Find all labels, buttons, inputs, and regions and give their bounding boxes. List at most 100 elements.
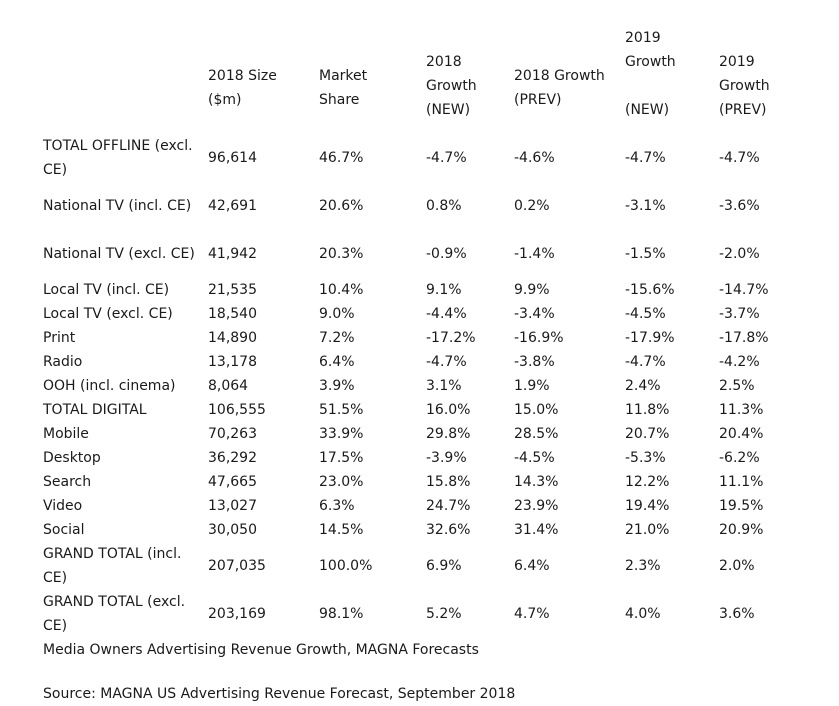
table-row: Video 13,027 6.3% 24.7% 23.9% 19.4% 19.5%: [43, 494, 799, 518]
row-label: National TV (incl. CE): [43, 182, 208, 230]
table-caption: Media Owners Advertising Revenue Growth,…: [43, 642, 479, 658]
share-cell: 7.2%: [319, 330, 355, 346]
growth-2019-new-cell: 20.7%: [625, 426, 670, 442]
growth-2019-new-cell: -17.9%: [625, 330, 675, 346]
growth-2018-prev-cell: 15.0%: [514, 402, 559, 418]
row-label-text: Local TV (incl. CE): [43, 282, 170, 298]
table-row: GRAND TOTAL (incl. CE) 207,035 100.0% 6.9% 6…: [43, 542, 799, 590]
header-line: Growth: [625, 54, 676, 70]
growth-2019-prev-cell: 19.5%: [719, 498, 764, 514]
row-label: Desktop: [43, 446, 208, 470]
growth-2018-new-cell: 15.8%: [426, 474, 471, 490]
growth-2019-new-cell: 21.0%: [625, 522, 670, 538]
row-label: GRAND TOTAL (excl. CE): [43, 590, 208, 638]
source-note: Source: MAGNA US Advertising Revenue For…: [43, 686, 516, 702]
growth-2019-prev-cell: 11.1%: [719, 474, 764, 490]
header-2018-growth-new: 2018 Growth (NEW): [426, 0, 514, 134]
growth-2018-prev-cell: -16.9%: [514, 330, 564, 346]
header-line: Market: [319, 68, 368, 84]
header-line: [625, 74, 719, 98]
table-row: Desktop 36,292 17.5% -3.9% -4.5% -5.3% -6.2%: [43, 446, 799, 470]
growth-2018-new-cell: -17.2%: [426, 330, 476, 346]
table-row: Local TV (excl. CE) 18,540 9.0% -4.4% -3.4% -…: [43, 302, 799, 326]
row-label: OOH (incl. cinema): [43, 374, 208, 398]
table-row: GRAND TOTAL (excl. CE) 203,169 98.1% 5.2% 4.…: [43, 590, 799, 638]
growth-2019-prev-cell: -2.0%: [719, 246, 760, 262]
header-line: (PREV): [514, 92, 562, 108]
size-cell: 14,890: [208, 330, 257, 346]
table-row: Local TV (incl. CE) 21,535 10.4% 9.1% 9.9% -1…: [43, 278, 799, 302]
growth-2018-prev-cell: 23.9%: [514, 498, 559, 514]
size-cell: 36,292: [208, 450, 257, 466]
row-label-text: Video: [43, 498, 83, 514]
size-cell: 18,540: [208, 306, 257, 322]
row-label: Local TV (excl. CE): [43, 302, 208, 326]
row-label-text: OOH (incl. cinema): [43, 378, 176, 394]
growth-2019-new-cell: -4.5%: [625, 306, 666, 322]
header-line: Growth: [719, 78, 770, 94]
revenue-growth-table: 2018 Size ($m) Market Share 2018 Growth …: [43, 0, 799, 638]
size-cell: 8,064: [208, 378, 249, 394]
header-line: 2018: [426, 54, 462, 70]
header-2019-growth-new: 2019 Growth (NEW): [625, 0, 719, 134]
row-label-text: Print: [43, 330, 76, 346]
growth-2018-new-cell: 29.8%: [426, 426, 471, 442]
row-label-text: Search: [43, 474, 92, 490]
growth-2019-new-cell: -4.7%: [625, 150, 666, 166]
growth-2019-prev-cell: -4.2%: [719, 354, 760, 370]
header-line: 2018 Growth: [514, 68, 605, 84]
growth-2019-new-cell: 11.8%: [625, 402, 670, 418]
header-2018-growth-prev: 2018 Growth (PREV): [514, 0, 625, 134]
row-label-text: Mobile: [43, 426, 89, 442]
growth-2019-prev-cell: 2.0%: [719, 558, 755, 574]
table-row: Social 30,050 14.5% 32.6% 31.4% 21.0% 20.9%: [43, 518, 799, 542]
share-cell: 33.9%: [319, 426, 364, 442]
growth-2018-prev-cell: -1.4%: [514, 246, 555, 262]
size-cell: 42,691: [208, 198, 257, 214]
growth-2019-new-cell: 4.0%: [625, 606, 661, 622]
header-line: Growth: [426, 78, 477, 94]
share-cell: 10.4%: [319, 282, 364, 298]
growth-2019-new-cell: 2.3%: [625, 558, 661, 574]
growth-2019-prev-cell: 20.4%: [719, 426, 764, 442]
row-label-text: Local TV (excl. CE): [43, 306, 173, 322]
row-label-text: GRAND TOTAL (excl. CE): [43, 594, 186, 634]
growth-2019-new-cell: -3.1%: [625, 198, 666, 214]
growth-2018-new-cell: 24.7%: [426, 498, 471, 514]
size-cell: 96,614: [208, 150, 257, 166]
growth-2018-prev-cell: -3.4%: [514, 306, 555, 322]
growth-2018-new-cell: -4.7%: [426, 354, 467, 370]
growth-2018-prev-cell: 31.4%: [514, 522, 559, 538]
growth-2019-prev-cell: 20.9%: [719, 522, 764, 538]
growth-2018-new-cell: 6.9%: [426, 558, 462, 574]
size-cell: 13,178: [208, 354, 257, 370]
header-line: (PREV): [719, 102, 767, 118]
row-label-text: Social: [43, 522, 85, 538]
header-line: 2019: [625, 30, 661, 46]
row-label: National TV (excl. CE): [43, 230, 208, 278]
growth-2018-new-cell: -0.9%: [426, 246, 467, 262]
share-cell: 6.4%: [319, 354, 355, 370]
share-cell: 20.6%: [319, 198, 364, 214]
growth-2018-new-cell: 32.6%: [426, 522, 471, 538]
size-cell: 41,942: [208, 246, 257, 262]
growth-2019-prev-cell: 3.6%: [719, 606, 755, 622]
growth-2018-new-cell: 5.2%: [426, 606, 462, 622]
growth-2019-new-cell: -15.6%: [625, 282, 675, 298]
growth-2019-prev-cell: -3.7%: [719, 306, 760, 322]
row-label: TOTAL OFFLINE (excl. CE): [43, 134, 208, 182]
growth-2018-new-cell: 0.8%: [426, 198, 462, 214]
share-cell: 17.5%: [319, 450, 364, 466]
size-cell: 207,035: [208, 558, 266, 574]
growth-2019-new-cell: 2.4%: [625, 378, 661, 394]
table-row: National TV (incl. CE) 42,691 20.6% 0.8% 0.2…: [43, 182, 799, 230]
share-cell: 100.0%: [319, 558, 373, 574]
growth-2019-prev-cell: -3.6%: [719, 198, 760, 214]
table-header-row: 2018 Size ($m) Market Share 2018 Growth …: [43, 0, 799, 134]
size-cell: 47,665: [208, 474, 257, 490]
row-label: Mobile: [43, 422, 208, 446]
row-label-text: GRAND TOTAL (incl. CE): [43, 546, 182, 586]
growth-2019-new-cell: 19.4%: [625, 498, 670, 514]
growth-2019-prev-cell: -17.8%: [719, 330, 769, 346]
growth-2018-prev-cell: 9.9%: [514, 282, 550, 298]
